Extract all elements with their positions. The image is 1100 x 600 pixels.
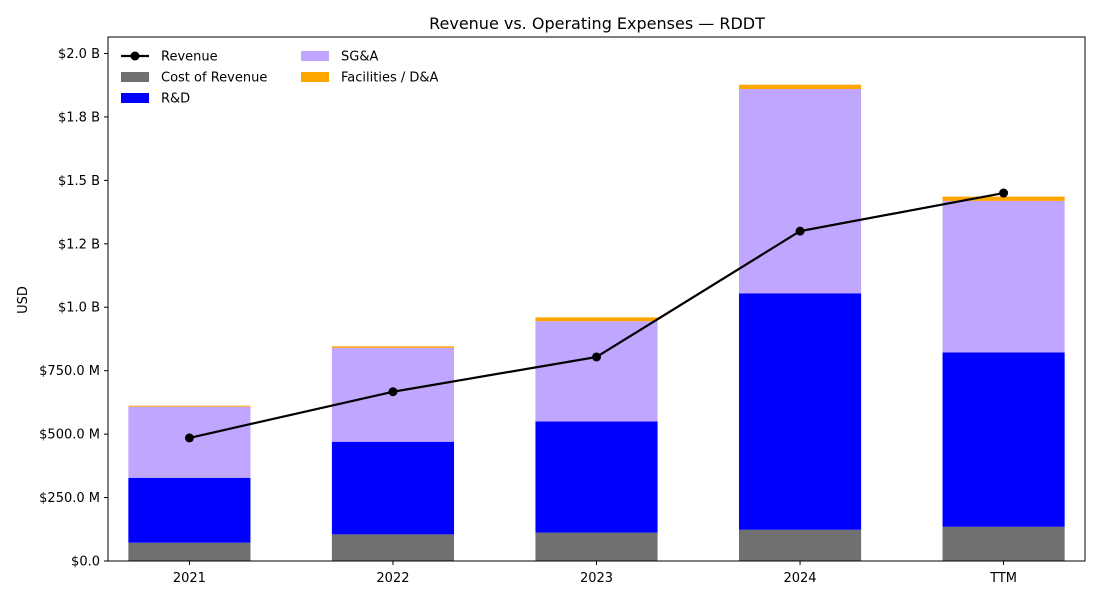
y-tick-label: $1.2 B bbox=[58, 237, 100, 252]
bar-cost-of-revenue-2024 bbox=[738, 529, 862, 561]
x-tick-label: 2022 bbox=[376, 571, 409, 586]
bar-r-d-ttm bbox=[942, 352, 1065, 527]
legend-label: Cost of Revenue bbox=[161, 71, 267, 86]
y-tick-label: $1.5 B bbox=[58, 174, 100, 189]
legend-swatch bbox=[121, 93, 149, 103]
legend-marker bbox=[130, 51, 140, 61]
legend-swatch bbox=[301, 51, 329, 61]
legend-item-facilities-d-a: Facilities / D&A bbox=[301, 71, 439, 86]
bar-r-d-2024 bbox=[738, 293, 862, 530]
bar-facilities-d-a-ttm bbox=[942, 196, 1065, 201]
x-tick-label: 2023 bbox=[580, 571, 613, 586]
bar-r-d-2021 bbox=[128, 477, 251, 543]
legend-item-cost-of-revenue: Cost of Revenue bbox=[121, 71, 267, 86]
chart-title: Revenue vs. Operating Expenses — RDDT bbox=[429, 14, 765, 33]
legend-item-sg-a: SG&A bbox=[301, 50, 378, 65]
y-tick-label: $750.0 M bbox=[39, 364, 100, 379]
x-tick-label: TTM bbox=[989, 571, 1017, 586]
y-tick-label: $0.0 bbox=[71, 555, 100, 570]
bar-r-d-2022 bbox=[331, 441, 455, 535]
bar-sg-a-2023 bbox=[535, 321, 658, 422]
legend-label: Facilities / D&A bbox=[341, 71, 439, 86]
bar-facilities-d-a-2022 bbox=[331, 346, 455, 348]
revenue-line-layer bbox=[184, 188, 1009, 443]
y-tick-label: $500.0 M bbox=[39, 428, 100, 443]
bar-cost-of-revenue-2023 bbox=[535, 532, 658, 561]
legend-item-r-d: R&D bbox=[121, 92, 190, 107]
bar-facilities-d-a-2024 bbox=[738, 84, 862, 90]
point-revenue-2022 bbox=[388, 387, 398, 397]
legend-label: Revenue bbox=[161, 50, 218, 65]
bar-cost-of-revenue-ttm bbox=[942, 526, 1065, 561]
bars-layer bbox=[128, 84, 1065, 561]
bar-sg-a-ttm bbox=[942, 200, 1065, 353]
bar-facilities-d-a-2021 bbox=[128, 405, 251, 407]
y-axis-label: USD bbox=[16, 286, 31, 314]
bar-sg-a-2024 bbox=[738, 89, 862, 294]
y-tick-label: $250.0 M bbox=[39, 491, 100, 506]
legend: Revenue Cost of Revenue R&D SG&A Facilities … bbox=[121, 50, 439, 107]
legend-label: R&D bbox=[161, 92, 190, 107]
bar-cost-of-revenue-2022 bbox=[331, 534, 455, 561]
x-tick-label: 2021 bbox=[173, 571, 206, 586]
point-revenue-ttm bbox=[999, 188, 1009, 198]
legend-swatch bbox=[301, 72, 329, 82]
point-revenue-2023 bbox=[592, 352, 601, 362]
legend-label: SG&A bbox=[341, 50, 378, 65]
legend-item-revenue: Revenue bbox=[121, 50, 218, 65]
bar-cost-of-revenue-2021 bbox=[128, 542, 251, 561]
legend-swatch bbox=[121, 72, 149, 82]
axes-layer: $0.0 $250.0 M $500.0 M $750.0 M $1.0 B $1.2 B… bbox=[39, 36, 1086, 586]
y-tick-label: $1.0 B bbox=[58, 301, 100, 316]
bar-r-d-2023 bbox=[535, 421, 658, 533]
y-tick-label: $2.0 B bbox=[58, 47, 100, 62]
point-revenue-2021 bbox=[184, 433, 194, 443]
y-tick-label: $1.8 B bbox=[58, 110, 100, 125]
point-revenue-2024 bbox=[795, 226, 805, 236]
x-tick-label: 2024 bbox=[783, 571, 816, 586]
bar-facilities-d-a-2023 bbox=[535, 317, 658, 322]
